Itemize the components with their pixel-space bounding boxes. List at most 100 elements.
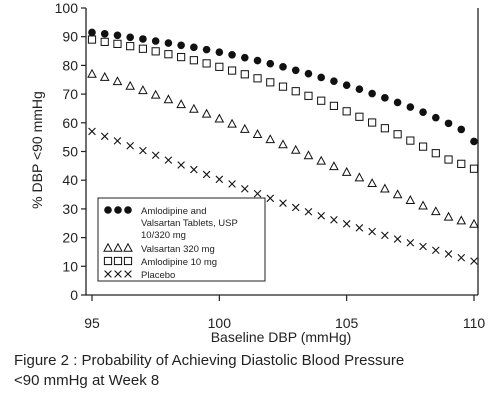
- data-point: [215, 175, 224, 184]
- data-point: [241, 53, 249, 62]
- data-point: [430, 206, 441, 216]
- legend-marker: [104, 270, 112, 278]
- legend-marker: [103, 256, 113, 266]
- data-point: [457, 159, 466, 168]
- data-point: [457, 253, 466, 262]
- data-point: [88, 28, 96, 37]
- y-axis-label: % DBP <90 mmHg: [29, 91, 45, 209]
- legend-label: Valsartan Tablets, USP: [141, 218, 238, 229]
- data-point: [113, 137, 122, 145]
- legend-label: Amlodipine and: [141, 206, 207, 217]
- data-point: [291, 87, 300, 96]
- data-point: [151, 47, 160, 56]
- data-point: [355, 224, 364, 232]
- data-point: [163, 94, 174, 104]
- data-point: [151, 151, 160, 160]
- data-point: [444, 119, 453, 128]
- caption-line-1: Figure 2 : Probability of Achieving Dias…: [14, 352, 405, 369]
- legend-marker: [103, 242, 113, 252]
- data-point: [214, 113, 225, 123]
- data-point: [444, 250, 453, 258]
- data-point: [253, 74, 262, 83]
- data-point: [139, 146, 147, 155]
- legend-marker: [114, 206, 122, 214]
- data-point: [189, 56, 198, 65]
- data-point: [190, 43, 198, 52]
- data-point: [126, 141, 134, 150]
- data-point: [100, 30, 109, 38]
- data-point: [266, 194, 275, 203]
- data-point: [138, 85, 148, 95]
- series-x: [88, 127, 478, 265]
- data-point: [303, 150, 314, 160]
- data-point: [202, 45, 211, 54]
- data-point: [215, 48, 224, 56]
- data-point: [202, 170, 211, 179]
- data-point: [444, 155, 453, 164]
- legend-label: Placebo: [141, 270, 175, 281]
- data-point: [392, 189, 403, 199]
- caption-line-2: <90 mmHg at Week 8: [14, 372, 160, 389]
- chart: 0 10 20 30 40 50 60 70 80 90 100 95 100 105 110 Basel…: [29, 0, 486, 345]
- data-point: [342, 220, 351, 228]
- data-point: [330, 216, 338, 224]
- data-point: [367, 178, 377, 188]
- data-point: [240, 70, 249, 79]
- data-point: [125, 80, 136, 90]
- data-point: [190, 165, 198, 174]
- data-point: [113, 39, 122, 48]
- y-tick-label: 0: [70, 287, 78, 303]
- legend-marker: [123, 242, 133, 252]
- data-point: [177, 161, 185, 169]
- data-point: [151, 37, 160, 45]
- data-point: [406, 136, 415, 145]
- y-tick-label: 100: [55, 0, 79, 16]
- data-point: [176, 99, 186, 109]
- data-point: [177, 52, 186, 62]
- legend-marker: [124, 270, 132, 278]
- x-tick-label: 100: [208, 315, 232, 331]
- data-point: [317, 73, 326, 82]
- y-tick-label: 60: [62, 115, 78, 131]
- y-tick-label: 80: [62, 57, 78, 73]
- data-point: [252, 129, 263, 138]
- data-point: [139, 35, 147, 43]
- legend-marker: [114, 270, 122, 278]
- data-point: [279, 63, 287, 71]
- data-point: [432, 246, 440, 255]
- data-point: [126, 42, 135, 51]
- legend-label: Amlodipine 10 mg: [141, 257, 217, 268]
- x-tick-label: 110: [463, 315, 486, 331]
- data-point: [329, 161, 339, 171]
- y-tick-label: 20: [62, 230, 78, 246]
- data-point: [406, 103, 415, 111]
- data-point: [164, 156, 173, 164]
- data-point: [368, 227, 376, 236]
- series-layer: [87, 28, 479, 265]
- data-point: [304, 207, 313, 216]
- data-point: [266, 78, 275, 87]
- data-point: [266, 59, 275, 68]
- series-open-triangle: [87, 68, 479, 228]
- data-point: [290, 144, 301, 154]
- data-point: [241, 185, 249, 193]
- data-point: [88, 127, 96, 136]
- y-tick-label: 40: [62, 172, 78, 188]
- data-point: [406, 238, 415, 247]
- data-point: [419, 108, 427, 116]
- data-point: [239, 123, 250, 133]
- legend-marker: [113, 242, 123, 252]
- x-axis-label: Baseline DBP (mmHg): [211, 329, 352, 345]
- data-point: [87, 68, 97, 78]
- data-point: [469, 164, 479, 173]
- data-point: [317, 211, 325, 220]
- data-point: [456, 215, 467, 225]
- y-tick-label: 10: [62, 258, 78, 274]
- legend-label: Valsartan 320 mg: [141, 244, 215, 255]
- data-point: [443, 211, 454, 221]
- data-point: [419, 242, 427, 251]
- data-point: [291, 66, 300, 75]
- x-tick-label: 105: [335, 315, 359, 331]
- data-point: [304, 91, 313, 100]
